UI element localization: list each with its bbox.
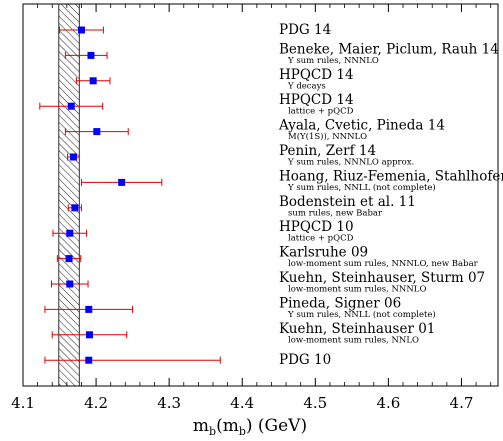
entry-5: Penin, Zerf 14Υ sum rules, NNNLO approx. [67, 143, 414, 168]
hatched-band [58, 3, 80, 387]
data-point [89, 77, 97, 85]
entry-label: Karlsruhe 09 [279, 245, 368, 261]
entry-label: Ayala, Cvetic, Pineda 14 [278, 118, 445, 134]
data-point [71, 204, 79, 212]
data-point [118, 178, 126, 186]
x-tick-label: 4.6 [376, 394, 400, 412]
x-axis-title: mb(mb) (GeV) [193, 416, 307, 438]
data-point [69, 153, 77, 161]
entry-label: Hoang, Riuz-Femenia, Stahlhofen 12 [279, 168, 503, 184]
entry-label: HPQCD 10 [279, 219, 354, 235]
entry-label: Kuehn, Steinhauser 01 [279, 321, 435, 337]
data-point [85, 356, 93, 364]
x-tick-label: 4.1 [11, 394, 35, 412]
entry-2: HPQCD 14Υ decays [75, 67, 354, 91]
entry-1: Beneke, Maier, Piclum, Rauh 14Υ sum rule… [64, 41, 499, 66]
entry-sublabel: M(Υ(1S)), NNNLO [288, 131, 367, 142]
data-point [87, 51, 95, 59]
data-point [65, 255, 73, 263]
entry-label: Bodenstein et al. 11 [279, 194, 416, 210]
entry-sublabel: Υ sum rules, NNNLO [287, 56, 379, 66]
entry-4: Ayala, Cvetic, Pineda 14M(Υ(1S)), NNNLO [64, 118, 445, 142]
entry-sublabel: low-moment sum rules, NNNLO, new Babar [288, 259, 479, 269]
entry-sublabel: lattice + pQCD [288, 107, 354, 117]
entry-sublabel: Υ decays [287, 81, 326, 91]
plot-frame [22, 3, 499, 387]
x-tick-label: 4.5 [303, 394, 327, 412]
entry-13: PDG 10 [44, 352, 331, 368]
x-tick-label: 4.4 [230, 394, 254, 412]
entry-label: Beneke, Maier, Piclum, Rauh 14 [279, 41, 499, 57]
entry-6: Hoang, Riuz-Femenia, Stahlhofen 12Υ sum … [80, 168, 503, 193]
entry-sublabel: Υ sum rules, NNNLO approx. [287, 158, 414, 168]
entry-11: Pineda, Signer 06Υ sum rules, NNLL (not … [44, 295, 436, 320]
data-point [66, 229, 74, 237]
x-tick-label: 4.7 [450, 394, 474, 412]
entry-sublabel: Υ sum rules, NNLL (not complete) [287, 309, 436, 320]
entry-label: HPQCD 14 [279, 67, 354, 83]
entry-sublabel: sum rules, new Babar [288, 208, 383, 218]
entry-0: PDG 14 [59, 22, 331, 38]
entry-label: Kuehn, Steinhauser, Sturm 07 [279, 270, 485, 286]
entry-label: Penin, Zerf 14 [279, 143, 376, 159]
data-point [93, 128, 101, 136]
band-layer [58, 3, 80, 387]
data-point [67, 102, 75, 110]
x-tick-label: 4.3 [157, 394, 181, 412]
entry-sublabel: low-moment sum rules, NNLO [288, 335, 419, 345]
entry-label: PDG 14 [279, 22, 331, 38]
entry-label: PDG 10 [279, 352, 331, 368]
x-tick-label: 4.2 [84, 394, 108, 412]
entry-sublabel: Υ sum rules, NNLL (not complete) [287, 182, 436, 193]
data-point [85, 305, 93, 313]
data-point [66, 280, 74, 288]
data-point [86, 331, 93, 339]
entry-sublabel: low-moment sum rules, NNNLO [288, 285, 426, 295]
entry-label: Pineda, Signer 06 [279, 295, 401, 311]
entry-sublabel: lattice + pQCD [288, 234, 354, 244]
ticks-layer: 4.1 4.2 4.3 4.4 4.5 4.6 4.7 [11, 4, 492, 412]
data-point [77, 26, 85, 34]
entry-label: HPQCD 14 [279, 92, 354, 108]
